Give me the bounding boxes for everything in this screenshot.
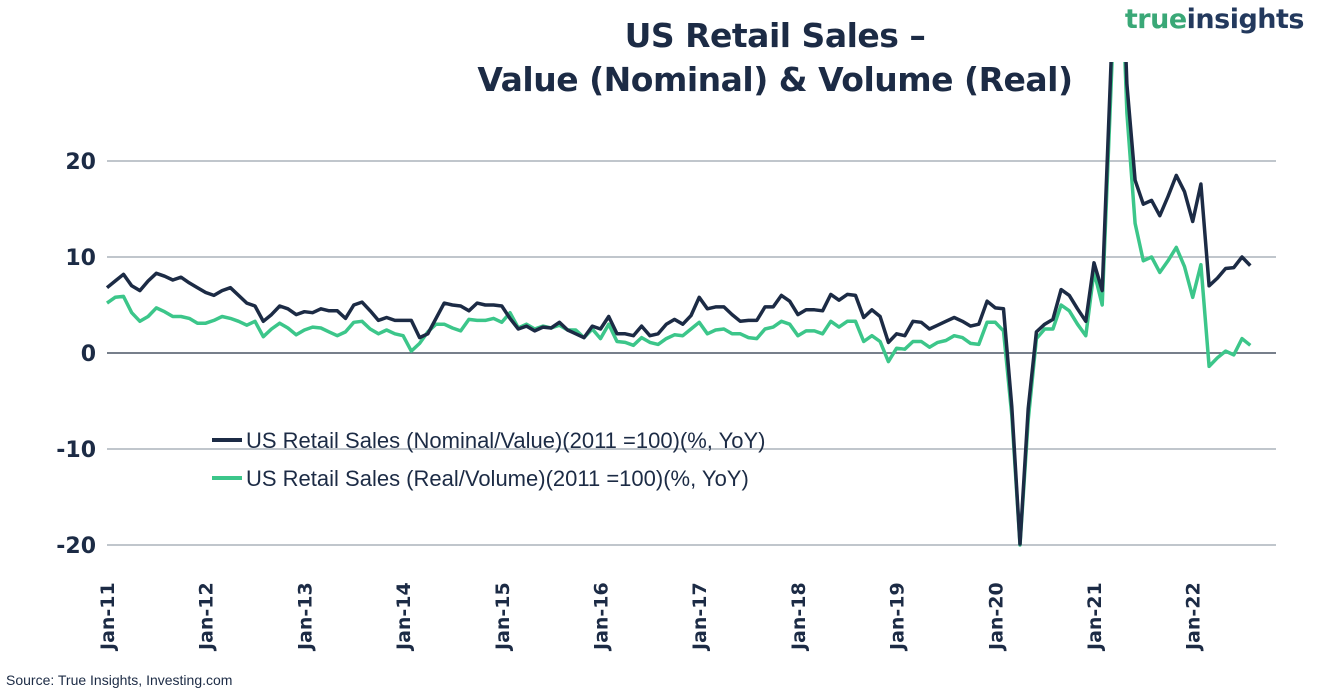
legend-label-1: US Retail Sales (Real/Volume)(2011 =100)… bbox=[246, 466, 749, 491]
y-tick-label: -20 bbox=[56, 534, 96, 559]
x-tick-label: Jan-15 bbox=[492, 582, 514, 652]
series-line-nominal bbox=[105, 62, 1252, 546]
chart-title: US Retail Sales – Value (Nominal) & Volu… bbox=[380, 14, 1170, 102]
x-tick-label: Jan-16 bbox=[591, 582, 613, 652]
x-tick-label: Jan-12 bbox=[196, 582, 218, 652]
x-tick-label: Jan-11 bbox=[97, 582, 119, 652]
y-tick-label: 20 bbox=[65, 150, 96, 175]
source-note: Source: True Insights, Investing.com bbox=[6, 672, 233, 688]
y-tick-label: 0 bbox=[81, 342, 96, 367]
x-tick-label: Jan-22 bbox=[1183, 582, 1205, 652]
true-insights-logo: trueinsights bbox=[1124, 4, 1305, 35]
series-group bbox=[105, 62, 1252, 547]
logo-true: true bbox=[1124, 4, 1187, 35]
y-tick-label: -10 bbox=[56, 438, 96, 463]
legend-label-0: US Retail Sales (Nominal/Value)(2011 =10… bbox=[246, 428, 766, 453]
x-tick-label: Jan-13 bbox=[294, 582, 316, 652]
logo-insights: insights bbox=[1186, 4, 1305, 35]
title-line-2: Value (Nominal) & Volume (Real) bbox=[477, 60, 1073, 99]
x-tick-label: Jan-19 bbox=[887, 582, 909, 652]
title-line-1: US Retail Sales – bbox=[624, 16, 926, 55]
x-tick-label: Jan-17 bbox=[689, 582, 711, 652]
series-line-real bbox=[105, 62, 1252, 547]
y-tick-label: 10 bbox=[65, 246, 96, 271]
x-tick-label: Jan-18 bbox=[788, 582, 810, 652]
x-tick-label: Jan-20 bbox=[985, 582, 1007, 652]
x-tick-label: Jan-21 bbox=[1084, 582, 1106, 652]
x-tick-label: Jan-14 bbox=[393, 582, 415, 652]
